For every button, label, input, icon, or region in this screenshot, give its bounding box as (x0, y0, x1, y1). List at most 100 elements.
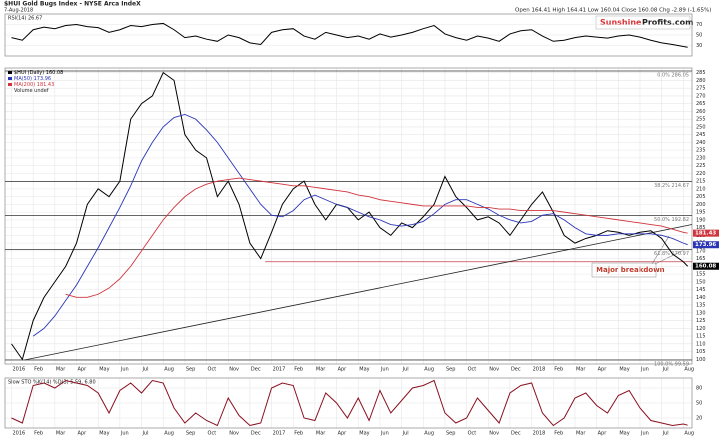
y-tick-label: 235 (696, 148, 706, 154)
x-tick-label: May (359, 431, 369, 437)
x-tick-label: Mar (316, 367, 326, 373)
x-tick-label: Mar (56, 431, 66, 437)
x-tick-label: Feb (294, 431, 303, 437)
fib-label: 38.2% 214.67 (654, 183, 689, 189)
annotation-box (591, 262, 657, 278)
x-tick-label: 2017 (273, 367, 286, 373)
x-tick-label: 2018 (533, 367, 546, 373)
x-tick-label: Mar (576, 431, 586, 437)
annotation-arrow (651, 235, 670, 265)
series-line (32, 114, 688, 337)
x-tick-label: Sep (186, 431, 195, 437)
y-tick-label: 280 (696, 78, 706, 84)
legend-entry: MA(50) 173.96 (14, 76, 51, 82)
panel-label: Slow STO %K(14) %D(3) 5.59, 6.80 (8, 380, 96, 386)
x-tick-label: Oct (468, 367, 477, 373)
x-tick-label: Jun (120, 367, 129, 373)
value-box-label: 173.96 (695, 242, 716, 248)
chart-title: $HUI Gold Bugs Index - NYSE Arca IndeX (4, 1, 141, 8)
x-tick-label: Feb (34, 367, 43, 373)
fib-label: 50.0% 192.82 (654, 217, 689, 223)
y-tick-label: 210 (696, 186, 706, 192)
y-tick-label: 145 (696, 287, 706, 293)
x-tick-label: Apr (598, 431, 608, 437)
y-tick-label: 240 (696, 140, 706, 146)
y-tick-label: 195 (696, 210, 706, 216)
series-line (11, 22, 688, 48)
x-tick-label: May (359, 367, 369, 373)
x-tick-label: Jul (142, 367, 149, 373)
y-tick-label: 115 (696, 334, 706, 340)
y-tick-label: 70 (696, 22, 702, 28)
y-tick-label: 140 (696, 295, 706, 301)
y-tick-label: 205 (696, 194, 706, 200)
y-tick-label: 260 (696, 109, 706, 115)
x-tick-label: Mar (56, 367, 66, 373)
x-tick-label: Jun (640, 431, 649, 437)
x-tick-label: 2018 (533, 431, 546, 437)
x-tick-label: May (99, 367, 109, 373)
y-tick-label: 105 (696, 349, 706, 355)
legend-entry: $HUI (Daily) 160.08 (14, 70, 63, 76)
y-tick-label: 30 (696, 43, 702, 49)
y-tick-label: 120 (696, 326, 706, 332)
logo-box (595, 15, 691, 30)
x-tick-label: Sep (446, 367, 455, 373)
x-tick-label: 2016 (13, 367, 26, 373)
series-line (11, 379, 688, 427)
value-box (693, 241, 719, 249)
panel-frame (4, 13, 693, 57)
x-tick-label: Dec (251, 367, 261, 373)
y-tick-label: 230 (696, 155, 706, 161)
x-tick-label: Mar (316, 431, 326, 437)
y-tick-label: 100 (696, 357, 706, 363)
x-tick-label: Jul (662, 367, 669, 373)
y-tick-label: 80 (696, 386, 702, 392)
y-tick-label: 170 (696, 248, 706, 254)
value-box (693, 262, 719, 270)
annotation: Major breakdown (596, 266, 665, 274)
x-tick-label: Feb (34, 431, 43, 437)
y-tick-label: 215 (696, 179, 706, 185)
x-tick-label: Aug (424, 431, 434, 437)
series-line (65, 177, 688, 298)
x-tick-label: Apr (338, 367, 348, 373)
legend-swatch (8, 83, 12, 86)
x-tick-label: May (619, 431, 629, 437)
legend-entry: MA(200) 181.43 (14, 82, 54, 88)
legend-swatch (8, 77, 12, 80)
x-tick-label: Sep (186, 367, 195, 373)
x-tick-label: Apr (78, 431, 88, 437)
value-box-label: 181.43 (695, 231, 716, 237)
y-tick-label: 50 (696, 33, 702, 39)
x-tick-label: Sep (446, 431, 455, 437)
y-tick-label: 220 (696, 171, 706, 177)
y-tick-label: 20 (696, 416, 702, 422)
value-box-label: 160.08 (695, 264, 716, 270)
x-tick-label: Feb (554, 431, 563, 437)
y-tick-label: 150 (696, 279, 706, 285)
x-tick-label: Feb (554, 367, 563, 373)
x-tick-label: Aug (684, 431, 694, 437)
x-tick-label: Jun (380, 431, 389, 437)
x-tick-label: Aug (424, 367, 434, 373)
x-tick-label: Oct (208, 367, 217, 373)
x-tick-label: Jun (640, 367, 649, 373)
y-tick-label: 130 (696, 310, 706, 316)
x-tick-label: Aug (684, 367, 694, 373)
y-tick-label: 270 (696, 93, 706, 99)
x-tick-label: Aug (164, 431, 174, 437)
series-line (11, 71, 689, 361)
y-tick-label: 110 (696, 341, 706, 347)
x-tick-label: Dec (511, 367, 521, 373)
y-tick-label: 135 (696, 303, 706, 309)
x-tick-label: May (99, 431, 109, 437)
x-tick-label: Dec (511, 431, 521, 437)
y-tick-label: 155 (696, 272, 706, 278)
x-tick-label: Jul (402, 367, 409, 373)
x-tick-label: Jun (380, 367, 389, 373)
y-tick-label: 250 (696, 124, 706, 130)
x-tick-label: Nov (489, 431, 499, 437)
x-tick-label: Apr (338, 431, 348, 437)
